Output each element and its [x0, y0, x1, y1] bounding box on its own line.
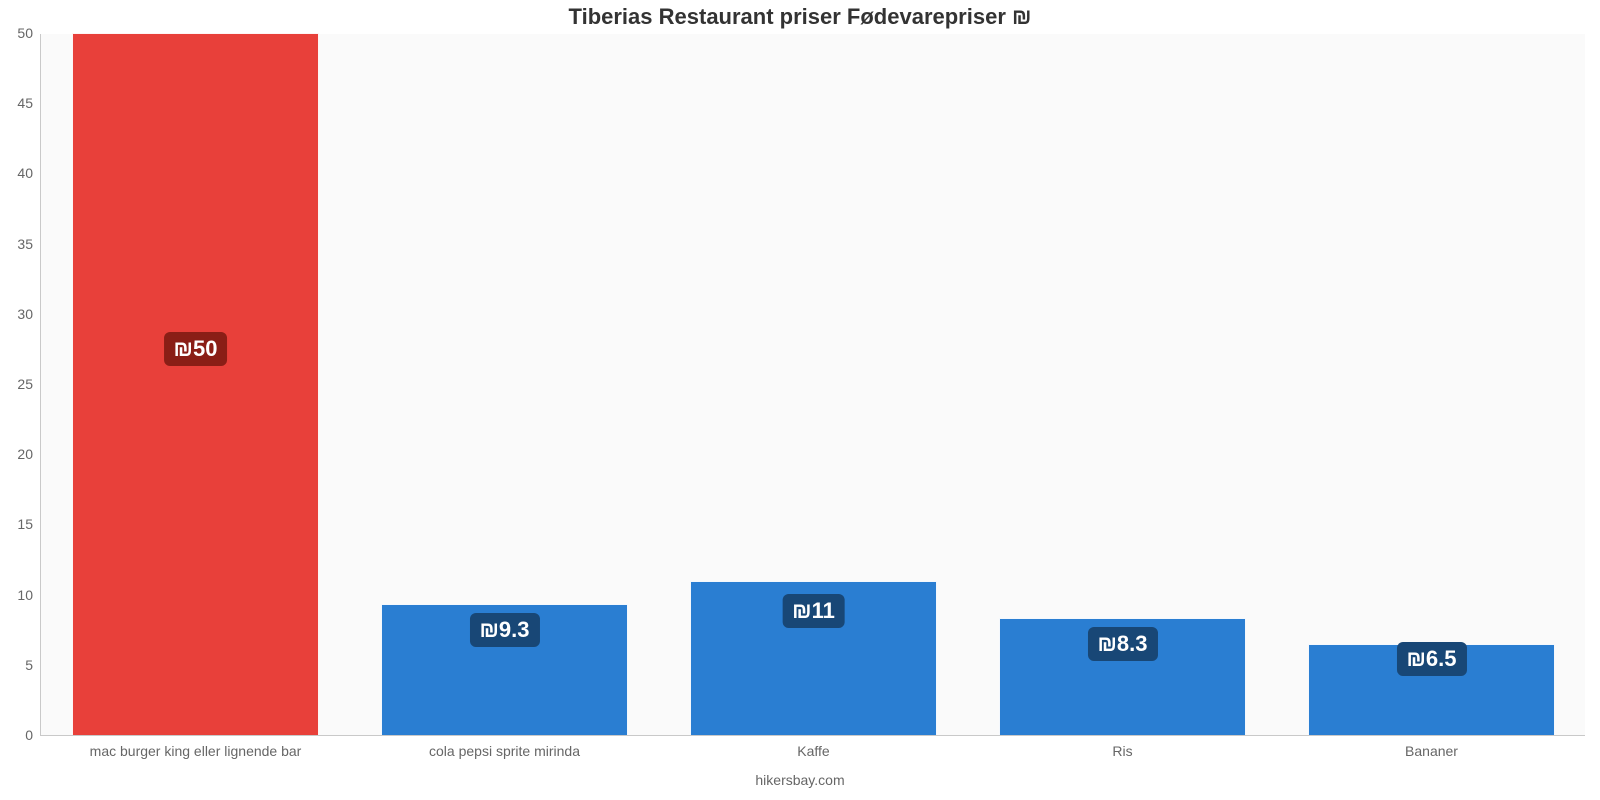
x-category-label: cola pepsi sprite mirinda: [429, 735, 580, 759]
value-badge: ₪6.5: [1396, 642, 1466, 676]
y-tick-label: 30: [17, 306, 41, 322]
y-tick-label: 25: [17, 376, 41, 392]
value-badge: ₪11: [782, 594, 845, 628]
y-tick-label: 0: [25, 727, 41, 743]
value-badge: ₪9.3: [469, 613, 539, 647]
x-category-label: Kaffe: [797, 735, 829, 759]
y-tick-label: 45: [17, 95, 41, 111]
y-tick-label: 5: [25, 657, 41, 673]
y-tick-label: 35: [17, 236, 41, 252]
value-badge: ₪50: [164, 332, 228, 366]
x-category-label: mac burger king eller lignende bar: [90, 735, 302, 759]
y-tick-label: 20: [17, 446, 41, 462]
x-category-label: Bananer: [1405, 735, 1458, 759]
bar: [72, 33, 319, 735]
y-tick-label: 15: [17, 516, 41, 532]
y-tick-label: 40: [17, 165, 41, 181]
y-tick-label: 10: [17, 587, 41, 603]
plot-area: 05101520253035404550₪50mac burger king e…: [40, 34, 1585, 736]
value-badge: ₪8.3: [1087, 627, 1157, 661]
source-attribution: hikersbay.com: [0, 772, 1600, 788]
chart-title: Tiberias Restaurant priser Fødevareprise…: [0, 4, 1600, 30]
y-tick-label: 50: [17, 25, 41, 41]
x-category-label: Ris: [1112, 735, 1132, 759]
price-bar-chart: Tiberias Restaurant priser Fødevareprise…: [0, 0, 1600, 800]
